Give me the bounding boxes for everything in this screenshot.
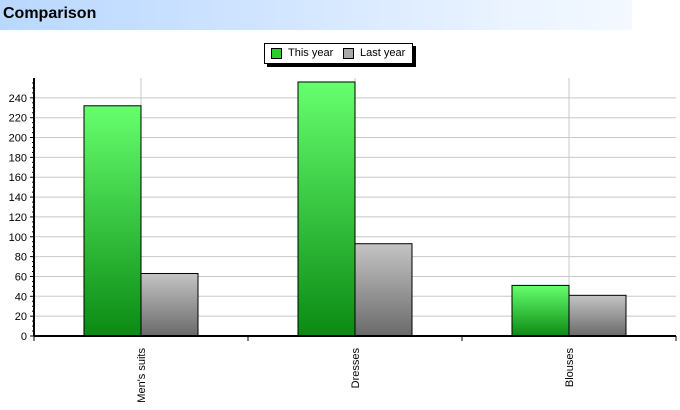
x-tick-label: Blouses <box>564 348 576 388</box>
legend-label-last-year: Last year <box>360 47 406 59</box>
legend-item-this-year: This year <box>271 46 333 60</box>
bar-this-year-2 <box>297 81 356 337</box>
y-tick-label: 60 <box>15 271 27 283</box>
bar-last-year-1 <box>140 272 199 337</box>
chart-title: Comparison <box>3 5 97 22</box>
y-tick-label: 140 <box>9 192 27 204</box>
legend-label-this-year: This year <box>288 47 334 59</box>
y-tick-label: 20 <box>15 311 27 323</box>
legend: This year Last year <box>264 43 413 64</box>
bar-last-year-2 <box>354 243 413 337</box>
y-tick-label: 160 <box>9 172 27 184</box>
bar-this-year-1 <box>83 105 142 337</box>
y-tick-label: 200 <box>9 133 27 145</box>
bar-this-year-3 <box>511 284 570 337</box>
bars <box>83 81 627 337</box>
legend-swatch-last-year <box>343 47 354 59</box>
chart-header: Comparison <box>0 0 632 30</box>
axes <box>30 78 677 341</box>
bar-last-year-3 <box>568 294 627 337</box>
legend-item-last-year: Last year <box>343 46 405 60</box>
y-tick-label: 220 <box>9 113 27 125</box>
y-tick-label: 180 <box>9 152 27 164</box>
y-tick-label: 100 <box>9 232 27 244</box>
y-tick-label: 40 <box>15 291 27 303</box>
y-tick-label: 120 <box>9 212 27 224</box>
legend-swatch-this-year <box>271 47 282 59</box>
tick-labels: 0 20 40 60 80 100 120 140 160 180 200 220 240 Men's s… <box>9 93 576 403</box>
x-tick-label: Men's suits <box>136 348 148 403</box>
y-tick-label: 0 <box>21 331 27 343</box>
x-tick-label: Dresses <box>350 348 362 389</box>
y-tick-label: 240 <box>9 93 27 105</box>
y-tick-label: 80 <box>15 252 27 264</box>
